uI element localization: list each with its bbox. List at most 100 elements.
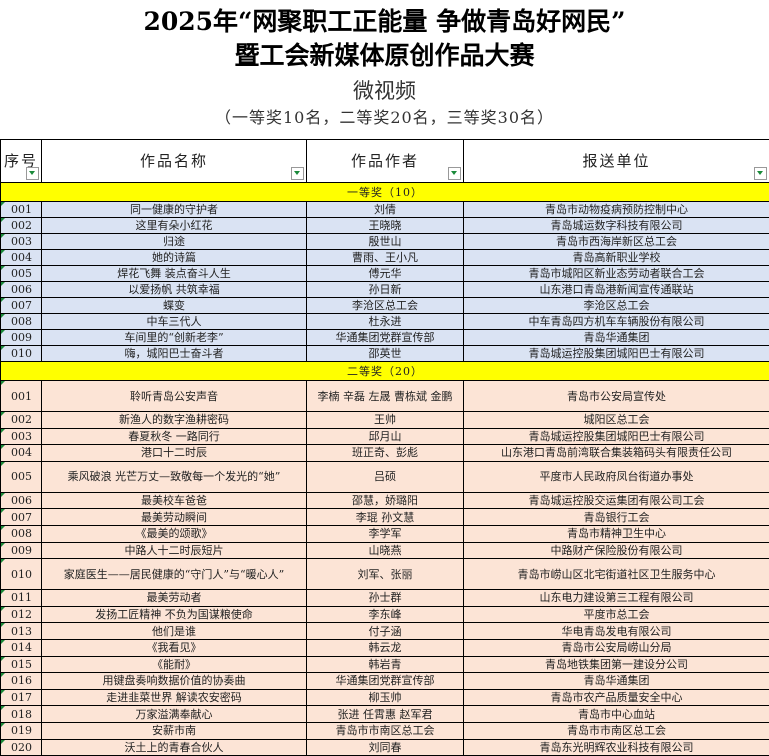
cell-unit[interactable]: 华电青岛发电有限公司 (464, 623, 769, 640)
filter-dropdown-icon[interactable] (26, 167, 39, 180)
cell-title[interactable]: 以爱扬帆 共筑幸福 (42, 282, 307, 298)
cell-seq[interactable]: 013 (1, 623, 42, 640)
filter-dropdown-icon[interactable] (291, 167, 304, 180)
cell-author[interactable]: 韩云龙 (307, 639, 464, 656)
filter-dropdown-icon[interactable] (448, 167, 461, 180)
cell-unit[interactable]: 青岛城运控股集团城阳巴士有限公司 (464, 428, 769, 445)
cell-seq[interactable]: 001 (1, 202, 42, 218)
cell-unit[interactable]: 平度市人民政府凤台街道办事处 (464, 461, 769, 492)
cell-author[interactable]: 殷世山 (307, 234, 464, 250)
cell-seq[interactable]: 008 (1, 314, 42, 330)
cell-title[interactable]: 沃土上的青春合伙人 (42, 739, 307, 756)
cell-title[interactable]: 他们是谁 (42, 623, 307, 640)
cell-seq[interactable]: 017 (1, 689, 42, 706)
cell-unit[interactable]: 中路财产保险股份有限公司 (464, 542, 769, 559)
cell-author[interactable]: 刘倩 (307, 202, 464, 218)
cell-title[interactable]: 车间里的“创新老李” (42, 330, 307, 346)
cell-author[interactable]: 李沧区总工会 (307, 298, 464, 314)
cell-unit[interactable]: 青岛城运控股交运集团有限公司工会 (464, 492, 769, 509)
cell-seq[interactable]: 007 (1, 298, 42, 314)
cell-title[interactable]: 家庭医生——居民健康的“守门人”与“暖心人” (42, 559, 307, 590)
cell-unit[interactable]: 青岛华通集团 (464, 673, 769, 690)
cell-unit[interactable]: 城阳区总工会 (464, 412, 769, 429)
cell-title[interactable]: 发扬工匠精神 不负为国谋粮使命 (42, 606, 307, 623)
cell-seq[interactable]: 010 (1, 346, 42, 362)
cell-author[interactable]: 王晓晓 (307, 218, 464, 234)
cell-seq[interactable]: 014 (1, 639, 42, 656)
cell-title[interactable]: 安薪市南 (42, 722, 307, 739)
cell-author[interactable]: 付子涵 (307, 623, 464, 640)
cell-unit[interactable]: 中车青岛四方机车车辆股份有限公司 (464, 314, 769, 330)
cell-unit[interactable]: 山东电力建设第三工程有限公司 (464, 590, 769, 607)
cell-seq[interactable]: 006 (1, 282, 42, 298)
cell-unit[interactable]: 青岛市公安局崂山分局 (464, 639, 769, 656)
cell-author[interactable]: 刘同春 (307, 739, 464, 756)
cell-unit[interactable]: 青岛市农产品质量安全中心 (464, 689, 769, 706)
cell-unit[interactable]: 青岛市中心血站 (464, 706, 769, 723)
cell-author[interactable]: 邵慧，娇璐阳 (307, 492, 464, 509)
cell-author[interactable]: 华通集团党群宣传部 (307, 673, 464, 690)
cell-seq[interactable]: 003 (1, 234, 42, 250)
cell-author[interactable]: 曹雨、王小凡 (307, 250, 464, 266)
cell-author[interactable]: 李学军 (307, 525, 464, 542)
cell-author[interactable]: 柳玉帅 (307, 689, 464, 706)
cell-unit[interactable]: 青岛市精神卫生中心 (464, 525, 769, 542)
cell-unit[interactable]: 青岛地铁集团第一建设分公司 (464, 656, 769, 673)
cell-seq[interactable]: 011 (1, 590, 42, 607)
cell-seq[interactable]: 009 (1, 330, 42, 346)
cell-seq[interactable]: 002 (1, 218, 42, 234)
cell-title[interactable]: 走进韭菜世界 解读农安密码 (42, 689, 307, 706)
cell-author[interactable]: 张进 任霄惠 赵军君 (307, 706, 464, 723)
cell-author[interactable]: 韩岩青 (307, 656, 464, 673)
cell-unit[interactable]: 山东港口青岛前湾联合集装箱码头有限责任公司 (464, 445, 769, 462)
cell-author[interactable]: 李东峰 (307, 606, 464, 623)
filter-dropdown-icon[interactable] (754, 167, 767, 180)
cell-author[interactable]: 傅元华 (307, 266, 464, 282)
cell-title[interactable]: 《能耐》 (42, 656, 307, 673)
cell-title[interactable]: 新渔人的数字渔耕密码 (42, 412, 307, 429)
cell-title[interactable]: 《最美的颂歌》 (42, 525, 307, 542)
cell-title[interactable]: 春夏秋冬 一路同行 (42, 428, 307, 445)
cell-seq[interactable]: 007 (1, 509, 42, 526)
cell-unit[interactable]: 青岛市公安局宣传处 (464, 381, 769, 412)
cell-title[interactable]: 最美校车爸爸 (42, 492, 307, 509)
section-label[interactable]: 二等奖（20） (1, 362, 769, 381)
cell-author[interactable]: 李琨 孙文慧 (307, 509, 464, 526)
cell-seq[interactable]: 003 (1, 428, 42, 445)
cell-unit[interactable]: 青岛东光明辉农业科技有限公司 (464, 739, 769, 756)
cell-unit[interactable]: 李沧区总工会 (464, 298, 769, 314)
cell-title[interactable]: 焊花飞舞 装点奋斗人生 (42, 266, 307, 282)
cell-seq[interactable]: 005 (1, 461, 42, 492)
cell-seq[interactable]: 004 (1, 250, 42, 266)
cell-title[interactable]: 用键盘奏响数据价值的协奏曲 (42, 673, 307, 690)
cell-title[interactable]: 聆听青岛公安声音 (42, 381, 307, 412)
cell-seq[interactable]: 009 (1, 542, 42, 559)
cell-author[interactable]: 青岛市市南区总工会 (307, 722, 464, 739)
cell-title[interactable]: 嗨，城阳巴士奋斗者 (42, 346, 307, 362)
cell-author[interactable]: 李楠 辛磊 左晟 曹栋斌 金鹏 (307, 381, 464, 412)
cell-unit[interactable]: 青岛市市南区总工会 (464, 722, 769, 739)
cell-unit[interactable]: 青岛城运控股集团城阳巴士有限公司 (464, 346, 769, 362)
cell-seq[interactable]: 001 (1, 381, 42, 412)
cell-unit[interactable]: 青岛市崂山区北宅街道社区卫生服务中心 (464, 559, 769, 590)
cell-unit[interactable]: 青岛城运数字科技有限公司 (464, 218, 769, 234)
cell-unit[interactable]: 山东港口青岛港新闻宣传通联站 (464, 282, 769, 298)
cell-author[interactable]: 刘军、张丽 (307, 559, 464, 590)
cell-unit[interactable]: 平度市总工会 (464, 606, 769, 623)
cell-seq[interactable]: 016 (1, 673, 42, 690)
cell-author[interactable]: 邵英世 (307, 346, 464, 362)
cell-seq[interactable]: 010 (1, 559, 42, 590)
cell-author[interactable]: 杜永进 (307, 314, 464, 330)
cell-title[interactable]: 这里有朵小红花 (42, 218, 307, 234)
cell-unit[interactable]: 青岛市动物疫病预防控制中心 (464, 202, 769, 218)
cell-title[interactable]: 同一健康的守护者 (42, 202, 307, 218)
cell-author[interactable]: 王帅 (307, 412, 464, 429)
cell-seq[interactable]: 020 (1, 739, 42, 756)
cell-unit[interactable]: 青岛银行工会 (464, 509, 769, 526)
cell-author[interactable]: 吕硕 (307, 461, 464, 492)
cell-seq[interactable]: 008 (1, 525, 42, 542)
cell-title[interactable]: 中路人十二时辰短片 (42, 542, 307, 559)
cell-title[interactable]: 万家溢满奉献心 (42, 706, 307, 723)
cell-seq[interactable]: 012 (1, 606, 42, 623)
cell-author[interactable]: 邱月山 (307, 428, 464, 445)
